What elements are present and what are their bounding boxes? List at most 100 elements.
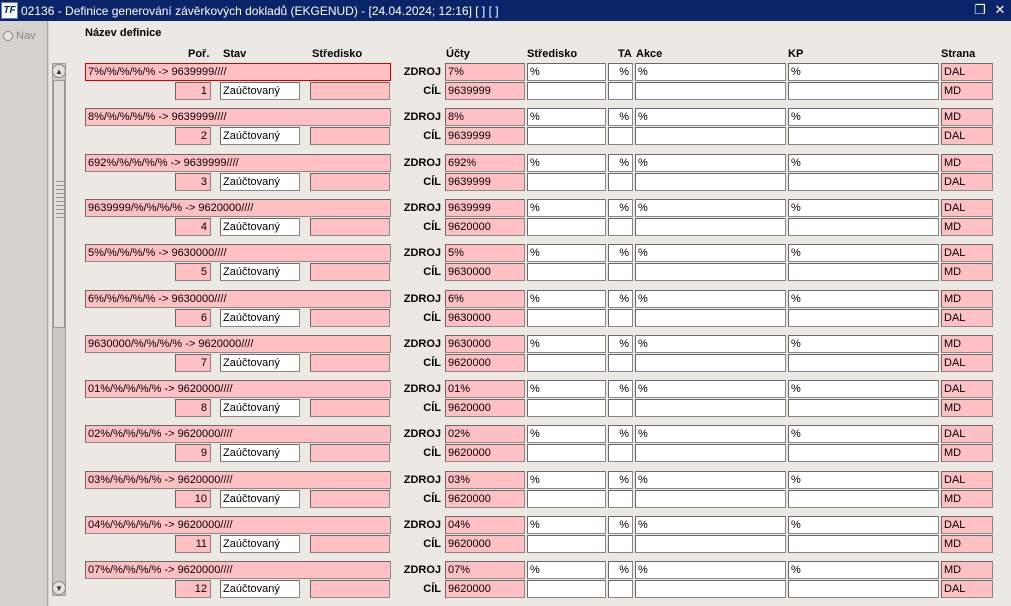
- cil-ta-field[interactable]: [608, 490, 633, 508]
- zdroj-kp-field[interactable]: %: [788, 199, 939, 217]
- zdroj-stredisko-field[interactable]: %: [527, 244, 606, 262]
- zdroj-strana-field[interactable]: DAL: [941, 199, 993, 217]
- cil-ucet-field[interactable]: 9639999: [445, 82, 525, 100]
- zdroj-ta-field[interactable]: %: [608, 108, 633, 126]
- zdroj-ucet-field[interactable]: 692%: [445, 154, 525, 172]
- stredisko-field[interactable]: [310, 218, 390, 236]
- cil-ucet-field[interactable]: 9620000: [445, 490, 525, 508]
- cil-akce-field[interactable]: [635, 218, 786, 236]
- zdroj-akce-field[interactable]: %: [635, 154, 786, 172]
- poradi-field[interactable]: 7: [175, 354, 211, 372]
- cil-stredisko-field[interactable]: [527, 127, 606, 145]
- stav-field[interactable]: Zaúčtovaný: [220, 127, 300, 145]
- stredisko-field[interactable]: [310, 580, 390, 598]
- definition-name-field[interactable]: 6%/%/%/%/% -> 9630000////: [85, 290, 391, 308]
- cil-strana-field[interactable]: DAL: [941, 173, 993, 191]
- cil-ucet-field[interactable]: 9639999: [445, 173, 525, 191]
- cil-strana-field[interactable]: MD: [941, 263, 993, 281]
- cil-kp-field[interactable]: [788, 263, 939, 281]
- cil-ta-field[interactable]: [608, 444, 633, 462]
- zdroj-akce-field[interactable]: %: [635, 335, 786, 353]
- stredisko-field[interactable]: [310, 309, 390, 327]
- zdroj-kp-field[interactable]: %: [788, 108, 939, 126]
- zdroj-stredisko-field[interactable]: %: [527, 425, 606, 443]
- zdroj-stredisko-field[interactable]: %: [527, 108, 606, 126]
- vertical-scrollbar[interactable]: ▲ ▼: [52, 63, 66, 596]
- poradi-field[interactable]: 4: [175, 218, 211, 236]
- cil-ta-field[interactable]: [608, 535, 633, 553]
- cil-ta-field[interactable]: [608, 82, 633, 100]
- zdroj-ta-field[interactable]: %: [608, 471, 633, 489]
- cil-akce-field[interactable]: [635, 444, 786, 462]
- zdroj-stredisko-field[interactable]: %: [527, 380, 606, 398]
- cil-akce-field[interactable]: [635, 535, 786, 553]
- cil-kp-field[interactable]: [788, 309, 939, 327]
- cil-strana-field[interactable]: MD: [941, 444, 993, 462]
- zdroj-ucet-field[interactable]: 07%: [445, 561, 525, 579]
- scroll-up-icon[interactable]: ▲: [52, 64, 66, 78]
- cil-kp-field[interactable]: [788, 490, 939, 508]
- definition-name-field[interactable]: 07%/%/%/%/% -> 9620000////: [85, 561, 391, 579]
- zdroj-ucet-field[interactable]: 02%: [445, 425, 525, 443]
- cil-strana-field[interactable]: DAL: [941, 309, 993, 327]
- cil-ta-field[interactable]: [608, 399, 633, 417]
- zdroj-stredisko-field[interactable]: %: [527, 516, 606, 534]
- cil-akce-field[interactable]: [635, 580, 786, 598]
- cil-kp-field[interactable]: [788, 535, 939, 553]
- cil-kp-field[interactable]: [788, 218, 939, 236]
- zdroj-strana-field[interactable]: DAL: [941, 63, 993, 81]
- cil-stredisko-field[interactable]: [527, 444, 606, 462]
- cil-ta-field[interactable]: [608, 309, 633, 327]
- cil-stredisko-field[interactable]: [527, 354, 606, 372]
- poradi-field[interactable]: 12: [175, 580, 211, 598]
- poradi-field[interactable]: 6: [175, 309, 211, 327]
- cil-akce-field[interactable]: [635, 399, 786, 417]
- cil-stredisko-field[interactable]: [527, 309, 606, 327]
- definition-name-field[interactable]: 9630000/%/%/%/% -> 9620000////: [85, 335, 391, 353]
- zdroj-kp-field[interactable]: %: [788, 63, 939, 81]
- zdroj-strana-field[interactable]: MD: [941, 335, 993, 353]
- zdroj-ta-field[interactable]: %: [608, 290, 633, 308]
- stav-field[interactable]: Zaúčtovaný: [220, 354, 300, 372]
- cil-ucet-field[interactable]: 9620000: [445, 535, 525, 553]
- zdroj-strana-field[interactable]: DAL: [941, 380, 993, 398]
- zdroj-akce-field[interactable]: %: [635, 380, 786, 398]
- definition-name-field[interactable]: 02%/%/%/%/% -> 9620000////: [85, 425, 391, 443]
- zdroj-strana-field[interactable]: DAL: [941, 425, 993, 443]
- poradi-field[interactable]: 8: [175, 399, 211, 417]
- zdroj-akce-field[interactable]: %: [635, 471, 786, 489]
- cil-kp-field[interactable]: [788, 444, 939, 462]
- zdroj-stredisko-field[interactable]: %: [527, 199, 606, 217]
- zdroj-strana-field[interactable]: MD: [941, 290, 993, 308]
- cil-akce-field[interactable]: [635, 490, 786, 508]
- cil-ucet-field[interactable]: 9639999: [445, 127, 525, 145]
- poradi-field[interactable]: 11: [175, 535, 211, 553]
- stav-field[interactable]: Zaúčtovaný: [220, 490, 300, 508]
- cil-ucet-field[interactable]: 9620000: [445, 218, 525, 236]
- zdroj-kp-field[interactable]: %: [788, 516, 939, 534]
- stav-field[interactable]: Zaúčtovaný: [220, 399, 300, 417]
- zdroj-ta-field[interactable]: %: [608, 380, 633, 398]
- cil-akce-field[interactable]: [635, 309, 786, 327]
- cil-akce-field[interactable]: [635, 127, 786, 145]
- zdroj-ucet-field[interactable]: 9639999: [445, 199, 525, 217]
- zdroj-ta-field[interactable]: %: [608, 561, 633, 579]
- zdroj-akce-field[interactable]: %: [635, 561, 786, 579]
- zdroj-ta-field[interactable]: %: [608, 199, 633, 217]
- zdroj-strana-field[interactable]: DAL: [941, 244, 993, 262]
- scroll-down-icon[interactable]: ▼: [52, 581, 66, 595]
- zdroj-ucet-field[interactable]: 03%: [445, 471, 525, 489]
- cil-kp-field[interactable]: [788, 580, 939, 598]
- zdroj-strana-field[interactable]: DAL: [941, 471, 993, 489]
- stredisko-field[interactable]: [310, 82, 390, 100]
- zdroj-ta-field[interactable]: %: [608, 244, 633, 262]
- poradi-field[interactable]: 5: [175, 263, 211, 281]
- zdroj-stredisko-field[interactable]: %: [527, 561, 606, 579]
- zdroj-kp-field[interactable]: %: [788, 380, 939, 398]
- stav-field[interactable]: Zaúčtovaný: [220, 263, 300, 281]
- zdroj-ucet-field[interactable]: 04%: [445, 516, 525, 534]
- zdroj-ta-field[interactable]: %: [608, 63, 633, 81]
- cil-strana-field[interactable]: DAL: [941, 354, 993, 372]
- zdroj-akce-field[interactable]: %: [635, 63, 786, 81]
- zdroj-stredisko-field[interactable]: %: [527, 63, 606, 81]
